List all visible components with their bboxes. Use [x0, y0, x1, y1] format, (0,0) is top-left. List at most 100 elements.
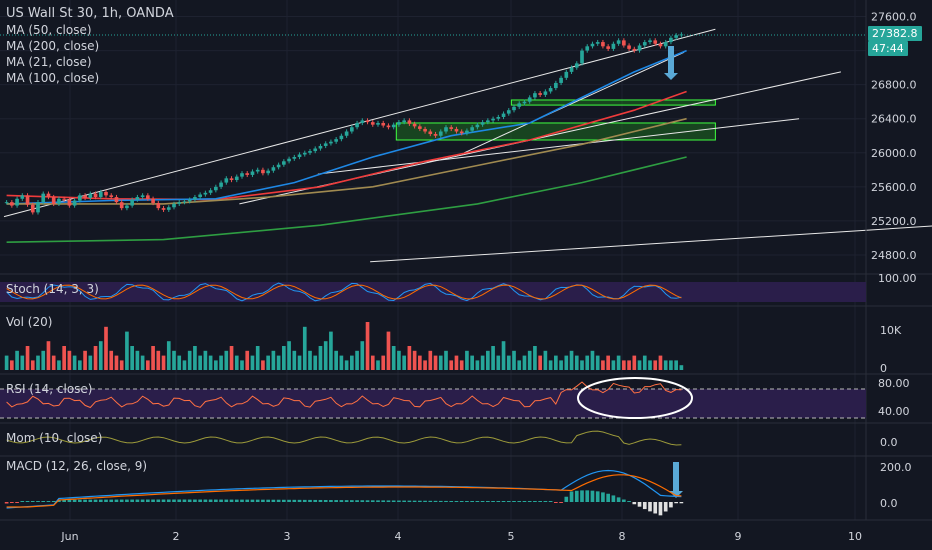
- stoch-label: Stoch (14, 3, 3): [6, 282, 99, 296]
- volume-bar: [282, 346, 286, 370]
- volume-bar: [187, 350, 192, 370]
- macd-histogram-bar: [323, 500, 328, 502]
- candle: [370, 122, 375, 125]
- volume-bar: [616, 355, 621, 370]
- volume-bar: [386, 331, 391, 370]
- volume-bar: [156, 350, 161, 370]
- macd-histogram-bar: [501, 501, 506, 502]
- macd-histogram-bar: [449, 501, 454, 502]
- volume-bar: [166, 341, 171, 370]
- volume-bar: [444, 350, 448, 370]
- macd-histogram-bar: [203, 499, 208, 502]
- volume-bar: [114, 355, 119, 370]
- macd-histogram-bar: [679, 502, 684, 504]
- volume-bar: [350, 355, 354, 370]
- candle: [454, 128, 459, 132]
- volume-bar: [506, 355, 511, 370]
- candle: [198, 194, 202, 198]
- volume-bar: [512, 350, 516, 370]
- volume-bar: [334, 350, 338, 370]
- candle: [308, 151, 312, 153]
- candle: [412, 123, 417, 127]
- volume-bar: [632, 355, 637, 370]
- time-axis-label: 4: [395, 530, 402, 543]
- volume-bar: [125, 331, 129, 370]
- volume-bar: [627, 360, 631, 370]
- macd-histogram-bar: [83, 499, 87, 502]
- macd-histogram-bar: [402, 500, 406, 502]
- volume-bar: [622, 360, 626, 370]
- candle: [595, 42, 600, 44]
- stoch-d-line: [6, 284, 682, 300]
- macd-histogram-bar: [648, 502, 652, 512]
- rsi-line: [6, 381, 682, 409]
- macd-histogram-bar: [10, 502, 14, 503]
- candle: [313, 148, 318, 152]
- candle: [397, 122, 401, 125]
- candle: [240, 173, 244, 177]
- candle: [182, 201, 187, 203]
- volume-bar: [642, 355, 647, 370]
- legend-ma100: MA (100, close): [6, 71, 100, 85]
- volume-bar: [302, 326, 307, 370]
- macd-histogram-bar: [595, 491, 600, 502]
- volume-bar: [250, 355, 255, 370]
- volume-bar: [135, 350, 140, 370]
- volume-bar: [559, 360, 563, 370]
- volume-bar: [234, 355, 239, 370]
- candle: [486, 120, 490, 123]
- candle: [51, 197, 56, 204]
- candle: [459, 131, 464, 134]
- macd-histogram-bar: [538, 501, 542, 502]
- candle: [203, 192, 208, 195]
- volume-bar: [480, 355, 485, 370]
- macd-histogram-bar: [93, 499, 98, 502]
- volume-bar: [287, 341, 291, 370]
- stoch-band: [0, 282, 866, 302]
- candle: [78, 195, 82, 201]
- volume-bar: [637, 360, 642, 370]
- macd-histogram-bar: [559, 502, 563, 503]
- candle: [386, 125, 391, 128]
- macd-histogram-bar: [611, 495, 616, 502]
- macd-histogram-bar: [266, 499, 270, 502]
- macd-histogram-bar: [219, 499, 223, 502]
- candle: [46, 193, 51, 198]
- volume-bar: [130, 346, 134, 370]
- volume-bar: [679, 365, 684, 370]
- macd-histogram-bar: [669, 502, 673, 508]
- macd-histogram-bar: [585, 490, 590, 502]
- candle: [564, 71, 569, 78]
- volume-bar: [98, 341, 103, 370]
- candle: [297, 154, 302, 158]
- candle: [323, 143, 328, 146]
- support-zone: [510, 99, 716, 106]
- rsi-band: [0, 389, 866, 418]
- macd-histogram-bar: [428, 500, 433, 502]
- macd-histogram-bar: [125, 499, 129, 502]
- volume-bar: [161, 355, 166, 370]
- volume-bar: [423, 360, 427, 370]
- candle: [282, 161, 286, 165]
- volume-bar: [465, 350, 469, 370]
- candle: [172, 203, 176, 208]
- volume-bar: [30, 360, 35, 370]
- candle: [433, 134, 438, 136]
- macd-histogram-bar: [302, 499, 307, 502]
- countdown-tag: 47:44: [868, 41, 908, 56]
- volume-bar: [496, 355, 501, 370]
- price-axis-label: 27600.0: [871, 11, 917, 24]
- ma-line: [6, 117, 687, 205]
- time-axis-label: Jun: [60, 530, 78, 543]
- candle: [234, 176, 239, 181]
- macd-histogram-bar: [151, 499, 155, 502]
- candle: [616, 40, 621, 44]
- macd-histogram-bar: [412, 500, 417, 502]
- macd-histogram-bar: [271, 499, 276, 502]
- macd-histogram-bar: [193, 499, 197, 502]
- volume-bar: [78, 360, 82, 370]
- volume-bar: [360, 341, 365, 370]
- macd-histogram-bar: [444, 500, 448, 502]
- macd-histogram-bar: [234, 499, 239, 502]
